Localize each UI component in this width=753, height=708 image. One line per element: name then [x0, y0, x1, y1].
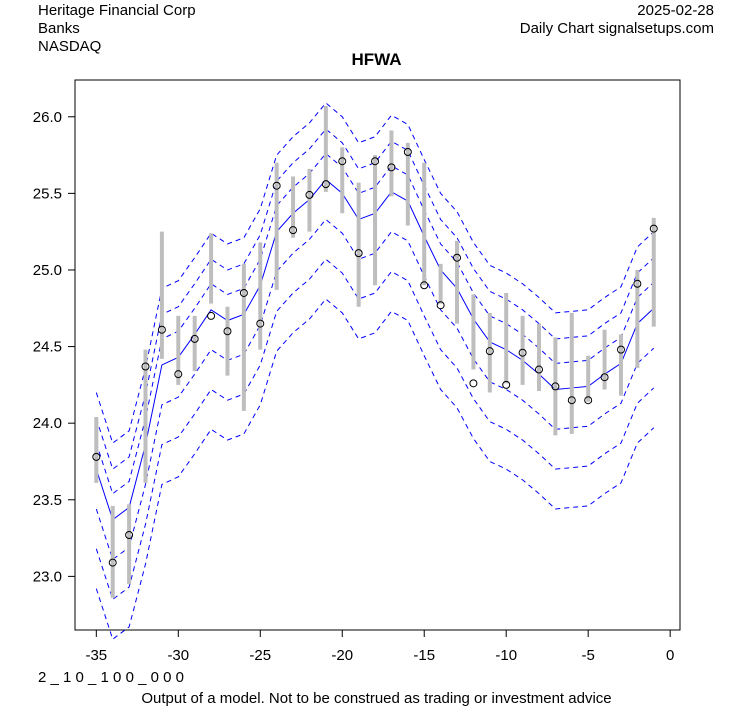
close-point [649, 224, 658, 233]
close-point [174, 370, 183, 379]
y-tick-label: 25.5 [33, 185, 62, 202]
close-point [338, 157, 347, 166]
close-point [485, 347, 494, 356]
close-point [125, 531, 134, 540]
close-point [420, 281, 429, 290]
close-point [469, 379, 478, 388]
y-tick-label: 26.0 [33, 109, 62, 126]
band-line-0 [95, 152, 655, 495]
chart-source: Daily Chart signalsetups.com [519, 20, 714, 37]
band-line-3 [95, 218, 655, 561]
chart-date: 2025-02-28 [637, 2, 714, 19]
close-point [502, 380, 511, 389]
x-tick-label: -15 [413, 647, 435, 664]
close-point [354, 249, 363, 258]
x-tick-label: -35 [85, 647, 107, 664]
close-point [141, 362, 150, 371]
close-point [567, 396, 576, 405]
close-point [453, 253, 462, 262]
exchange: NASDAQ [38, 38, 102, 55]
x-tick-label: -10 [495, 647, 517, 664]
close-point [108, 558, 117, 567]
close-point [207, 311, 216, 320]
x-tick-label: -30 [167, 647, 189, 664]
band-line-5 [95, 298, 655, 641]
close-point [190, 334, 199, 343]
x-tick-label: -5 [582, 647, 595, 664]
close-point [157, 325, 166, 334]
disclaimer: Output of a model. Not to be construed a… [141, 690, 612, 707]
close-point [321, 180, 330, 189]
company-name: Heritage Financial Corp [38, 2, 196, 19]
y-tick-label: 25.0 [33, 262, 62, 279]
close-point [518, 348, 527, 357]
y-tick-label: 23.5 [33, 492, 62, 509]
model-code: 2 _ 1 0 _ 1 0 0 _ 0 0 0 [38, 669, 184, 686]
y-tick-label: 23.0 [33, 568, 62, 585]
close-point [403, 148, 412, 157]
band-line-1 [95, 128, 655, 470]
close-point [551, 382, 560, 391]
band-line-4 [95, 258, 655, 601]
x-tick-label: 0 [666, 647, 674, 664]
close-point [534, 365, 543, 374]
close-point [371, 157, 380, 166]
y-tick-label: 24.0 [33, 415, 62, 432]
y-tick-label: 24.5 [33, 339, 62, 356]
close-point [436, 301, 445, 310]
plot-frame [74, 79, 681, 631]
x-tick-label: -25 [249, 647, 271, 664]
close-point [387, 163, 396, 172]
close-point [600, 373, 609, 382]
chart-title: HFWA [351, 50, 402, 69]
close-point [92, 452, 101, 461]
close-point [305, 190, 314, 199]
sector: Banks [38, 20, 80, 37]
close-point [256, 319, 265, 328]
close-point [584, 396, 593, 405]
band-line-2 [95, 102, 655, 444]
close-point [289, 226, 298, 235]
close-point [239, 288, 248, 297]
close-point [223, 327, 232, 336]
x-tick-label: -20 [331, 647, 353, 664]
close-point [272, 181, 281, 190]
close-point [616, 345, 625, 354]
close-point [633, 279, 642, 288]
